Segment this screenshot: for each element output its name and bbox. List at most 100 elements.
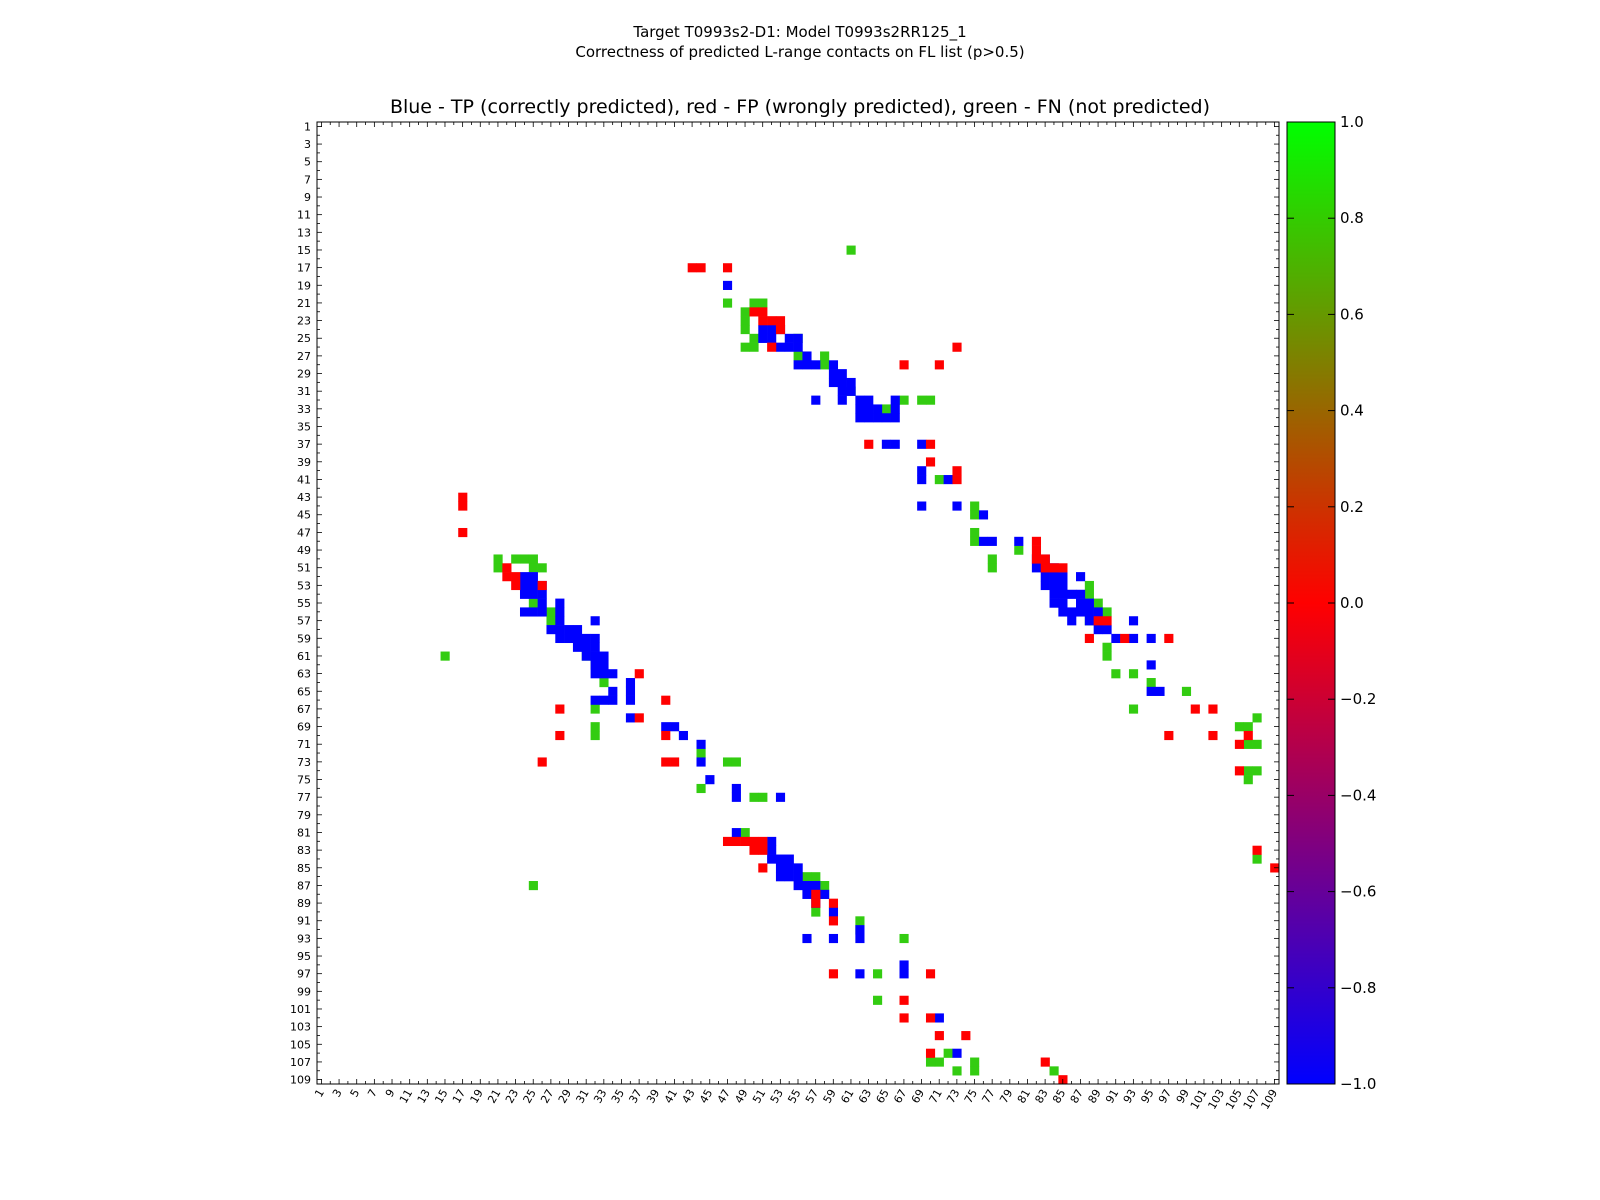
cell-fp [731,836,741,847]
cell-tp [1093,625,1103,635]
cell-fn [740,828,750,838]
cell-tp [608,686,618,696]
cell-fp [925,1013,936,1023]
y-tick-label: 11 [297,209,311,222]
y-tick-label: 9 [304,191,311,204]
cell-fp [899,1013,909,1023]
cell-fp [828,898,839,908]
cell-fn [987,563,997,573]
cell-tp [519,572,530,582]
x-tick-label: 109 [1258,1087,1280,1112]
y-tick-label: 49 [297,544,311,557]
y-tick-label: 65 [297,685,311,698]
cell-fp [758,307,768,317]
cell-tp [828,907,839,917]
cell-tp [599,660,609,670]
cell-tp [555,616,565,626]
cell-fp [758,863,768,873]
y-tick-label: 95 [297,950,311,963]
cell-fp [740,836,750,847]
cell-fp [1164,730,1174,741]
cell-fp [749,845,759,855]
cell-tp [864,395,874,405]
cell-fn [1243,775,1253,785]
cell-fp [458,501,468,511]
y-tick-label: 85 [297,862,311,875]
y-tick-label: 59 [297,632,311,645]
cell-fp [925,457,936,467]
cell-tp [608,669,618,679]
cell-tp [767,854,777,864]
y-tick-label: 5 [304,156,311,169]
x-tick-label: 75 [962,1087,980,1106]
x-tick-label: 83 [1032,1087,1050,1106]
cell-fn [1102,642,1112,652]
cell-fp [661,695,671,705]
cell-fp [1040,1057,1050,1067]
colorbar-tick-label: 0.8 [1340,209,1364,227]
y-tick-label: 89 [297,897,311,910]
cell-tp [519,589,530,599]
y-tick-label: 69 [297,721,311,734]
x-tick-label: 41 [662,1087,680,1106]
cell-fn [1252,766,1262,776]
y-tick-label: 81 [297,826,311,839]
cell-tp [758,324,768,335]
cell-fn [820,360,830,370]
cell-fp [1040,563,1050,573]
y-tick-label: 7 [304,173,311,186]
cell-fp [661,730,671,741]
cell-tp [1049,589,1059,599]
y-tick-label: 83 [297,844,311,857]
cell-fp [934,1031,944,1041]
cell-fn [925,395,936,405]
cell-fn [740,342,750,352]
cell-tp [590,616,600,626]
cell-fn [749,298,759,308]
colorbar-tick-label: 0.6 [1340,305,1364,323]
cell-fn [1128,704,1139,714]
cell-fn [970,1057,980,1067]
colorbar-tick-label: −1.0 [1340,1075,1376,1093]
cell-tp [802,933,812,944]
cell-fn [519,554,530,564]
x-tick-label: 61 [838,1087,856,1106]
x-tick-label: 47 [715,1087,733,1106]
cell-fp [502,563,512,573]
y-tick-label: 99 [297,985,311,998]
cell-tp [537,607,547,617]
y-tick-label: 77 [297,791,311,804]
cell-tp [555,633,565,644]
cell-tp [784,872,794,882]
cell-tp [581,642,591,652]
y-tick-label: 25 [297,332,311,345]
colorbar-tick-label: 1.0 [1340,113,1364,131]
cell-fn [811,907,821,917]
cell-tp [590,695,600,705]
cell-fn [1243,739,1253,749]
cell-tp [581,651,591,661]
cell-tp [537,589,547,599]
cell-fn [952,1066,962,1076]
x-tick-label: 53 [768,1087,786,1106]
cell-tp [564,633,574,644]
cell-fp [925,969,936,979]
cell-fp [511,580,521,591]
cell-fn [511,554,521,564]
cell-tp [952,501,962,511]
cell-tp [890,404,900,414]
cell-fp [1093,616,1103,626]
x-tick-label: 25 [521,1087,539,1106]
cell-fn [925,1057,936,1067]
cell-tp [519,607,530,617]
cell-tp [1058,572,1068,582]
cell-tp [1067,589,1077,599]
cell-tp [784,863,794,873]
cell-tp [837,386,847,396]
cell-fp [1208,730,1218,741]
cell-fp [828,969,839,979]
cell-tp [1084,616,1094,626]
x-tick-label: 89 [1085,1087,1103,1106]
x-tick-label: 1 [312,1087,327,1100]
cell-fn [749,792,759,802]
